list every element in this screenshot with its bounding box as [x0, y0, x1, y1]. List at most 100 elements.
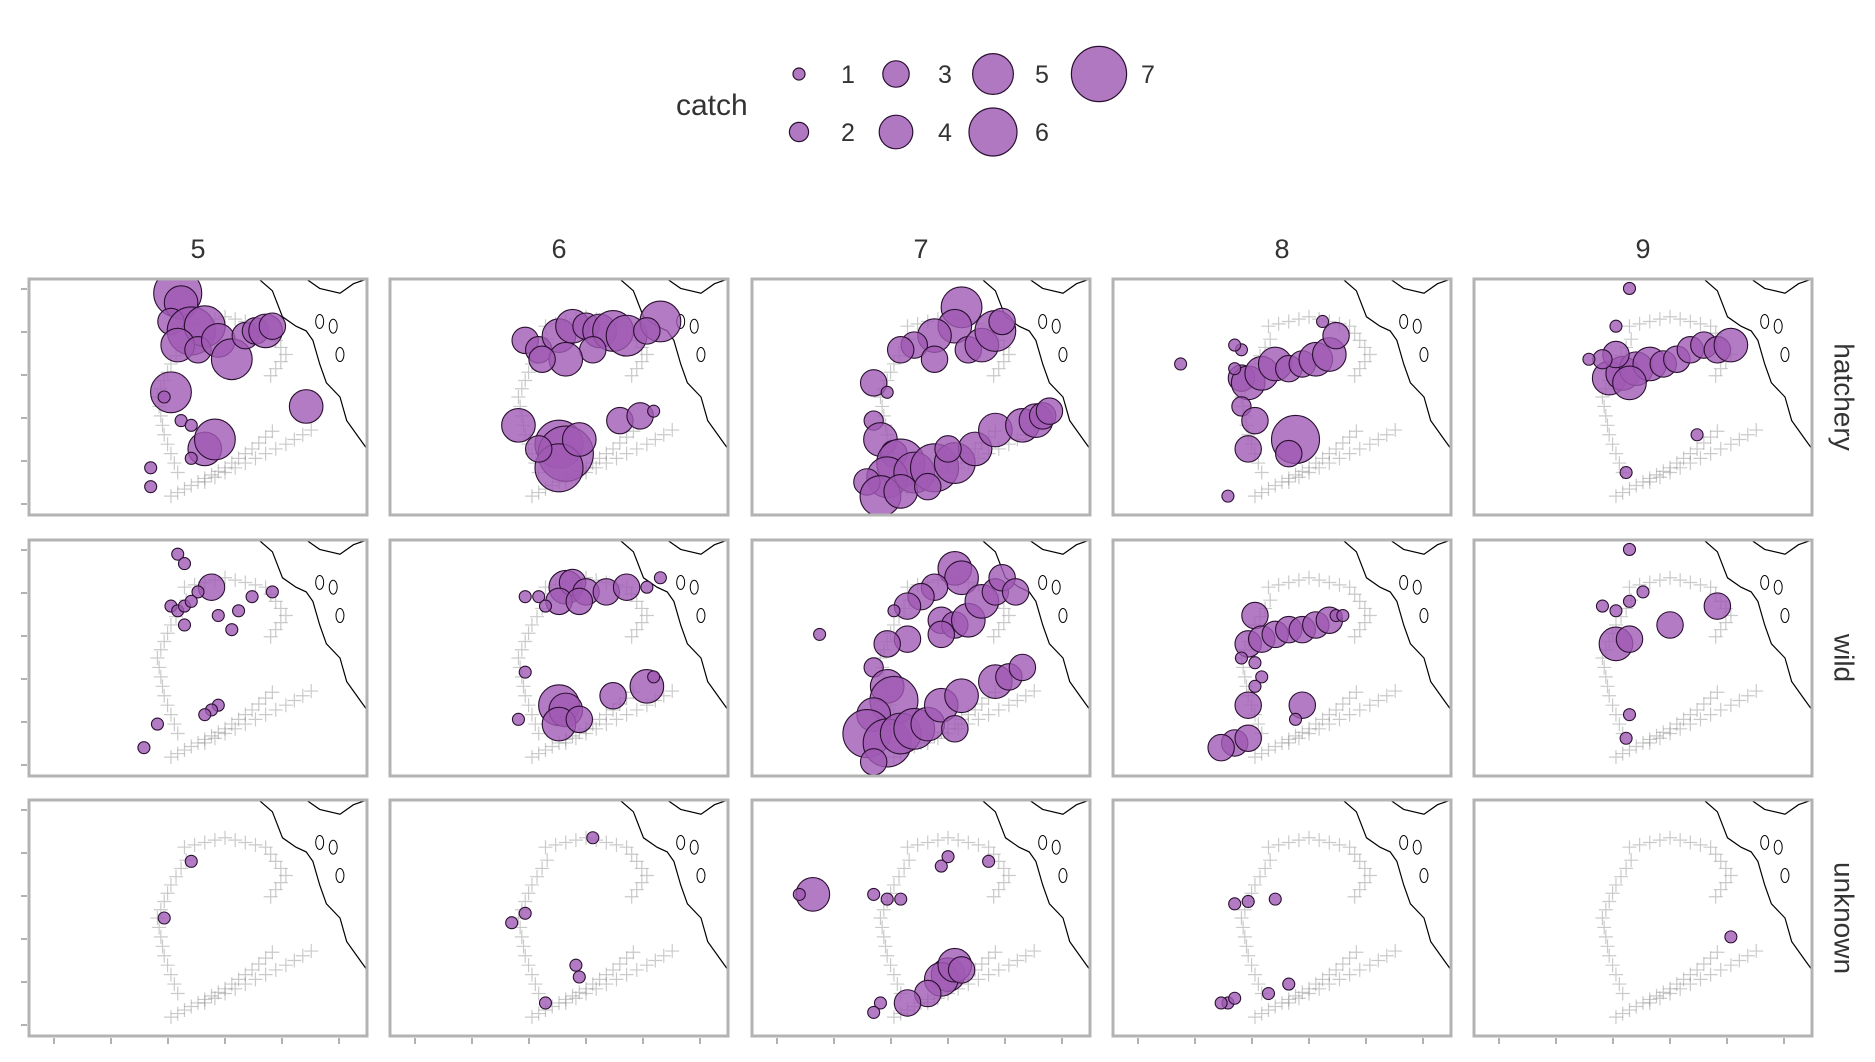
survey-track-mark [878, 939, 893, 954]
survey-track-mark [295, 688, 310, 703]
survey-track-mark [1718, 615, 1733, 630]
survey-track-mark [258, 430, 273, 445]
survey-track-mark [531, 1006, 546, 1021]
survey-track-mark [568, 731, 583, 746]
survey-track-mark [1362, 868, 1377, 883]
coastline-north [1750, 800, 1812, 815]
panel-content [511, 540, 728, 765]
catch-point [565, 587, 594, 616]
survey-track-mark [295, 948, 310, 963]
survey-track-mark [634, 354, 649, 369]
survey-track-mark [1357, 354, 1372, 369]
catch-point [518, 590, 532, 604]
catch-point [518, 665, 532, 679]
survey-track-mark [1010, 693, 1025, 708]
catch-point [633, 317, 661, 345]
survey-track-mark [1342, 951, 1357, 966]
survey-track-mark [1263, 853, 1278, 868]
survey-track-mark [1371, 693, 1386, 708]
survey-track-mark [204, 988, 219, 1003]
coastline-north [1389, 279, 1451, 294]
survey-track-mark [1732, 432, 1747, 447]
panel-border [1111, 277, 1453, 517]
survey-track-mark [167, 717, 182, 732]
survey-track-mark [996, 875, 1011, 890]
survey-track-mark [1605, 886, 1620, 901]
island [1058, 608, 1068, 624]
survey-track-mark [1696, 957, 1711, 972]
survey-track-mark [1713, 882, 1728, 897]
survey-track-mark [238, 446, 253, 461]
catch-point [887, 604, 901, 618]
survey-track-mark [1357, 601, 1372, 616]
survey-track-mark [238, 967, 253, 982]
survey-track-mark [1723, 698, 1738, 713]
legend-key-6 [968, 107, 1018, 157]
survey-track-mark [1663, 726, 1678, 741]
survey-track-mark [155, 418, 170, 433]
catch-point [532, 590, 546, 604]
survey-track-mark [1703, 840, 1718, 855]
survey-track-mark [552, 995, 566, 1010]
survey-track-mark [524, 877, 539, 892]
panel-content [501, 279, 728, 504]
survey-track-mark [1349, 945, 1364, 960]
survey-track-mark [1302, 460, 1317, 475]
island [1399, 834, 1409, 850]
survey-track-mark [211, 725, 226, 740]
survey-track-mark [197, 835, 212, 850]
survey-track-mark [268, 882, 283, 897]
survey-track-mark [1302, 986, 1317, 1001]
island [1038, 574, 1048, 590]
survey-track-mark [1332, 972, 1347, 987]
survey-track-mark [287, 432, 302, 447]
legend-key-1 [792, 67, 806, 81]
survey-track-mark [518, 634, 533, 649]
survey-track-mark [971, 712, 986, 727]
panel-hatchery-7 [750, 277, 1092, 517]
survey-track-mark [218, 726, 233, 741]
survey-track-mark [1261, 1003, 1276, 1018]
survey-track-mark [1291, 312, 1306, 327]
survey-track-mark [1322, 446, 1337, 461]
survey-track-mark [531, 726, 546, 741]
survey-track-mark [265, 424, 280, 439]
panel-border [388, 538, 730, 778]
survey-track-mark [1598, 669, 1613, 684]
catch-point [1336, 608, 1350, 623]
catch-point [501, 407, 536, 443]
survey-track-mark [1600, 679, 1615, 694]
catch-point [518, 906, 532, 920]
survey-track-mark [1598, 929, 1613, 944]
survey-track-mark [163, 877, 178, 892]
catch-point [171, 547, 185, 561]
catch-point [1241, 601, 1269, 630]
survey-track-mark [1608, 877, 1623, 892]
panel-unknown-7 [750, 798, 1092, 1044]
survey-track-mark [1690, 702, 1705, 717]
facet-row-label-hatchery: hatchery [1829, 343, 1860, 450]
survey-track-mark [207, 731, 222, 746]
catch-point [867, 1005, 881, 1019]
survey-track-mark [1713, 854, 1728, 869]
catch-point [1035, 397, 1064, 425]
catch-point [1234, 724, 1262, 752]
survey-track-mark [1302, 830, 1317, 845]
panel-border [1111, 798, 1453, 1038]
survey-track-mark [1683, 717, 1698, 732]
survey-track-mark [1349, 685, 1364, 700]
survey-track-mark [1693, 451, 1708, 466]
catch-point [1255, 670, 1269, 684]
survey-track-mark [941, 830, 956, 845]
catch-point [505, 916, 519, 930]
catch-point [1316, 314, 1330, 329]
survey-track-mark [1247, 967, 1262, 982]
survey-track-mark [986, 629, 1001, 644]
catch-point [528, 345, 556, 373]
survey-track-mark [1295, 725, 1310, 740]
survey-track-mark [981, 967, 996, 982]
catch-point [538, 599, 553, 613]
catch-point [599, 682, 627, 710]
survey-track-mark [1388, 944, 1403, 959]
survey-track-mark [263, 889, 278, 904]
